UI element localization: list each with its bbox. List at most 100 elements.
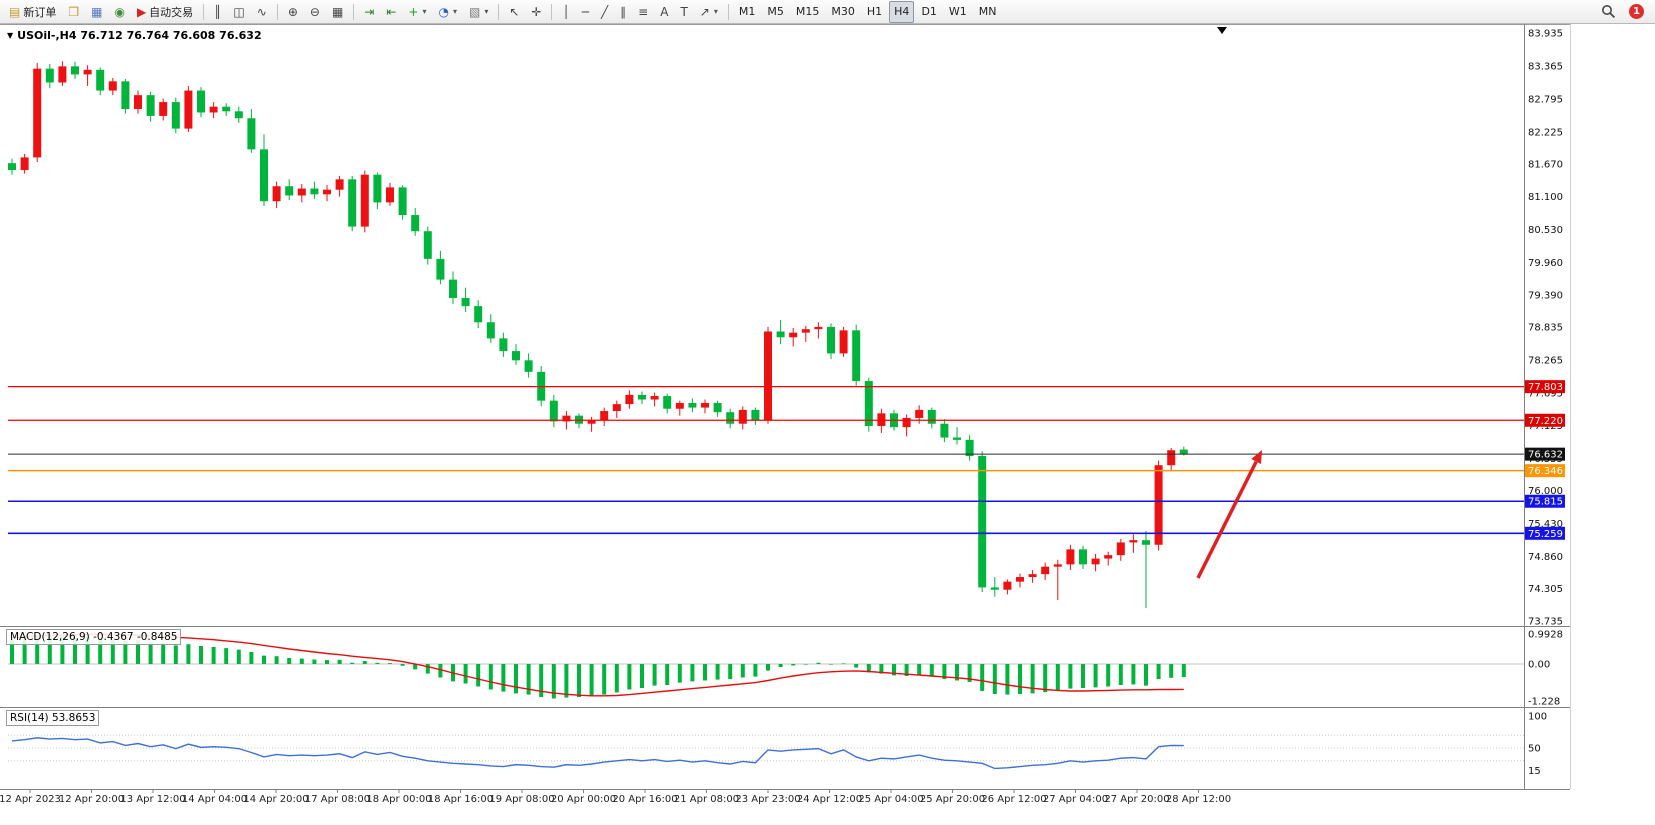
candle-body	[751, 409, 760, 421]
candle-body	[965, 439, 974, 456]
price-axis-label: 83.365	[1528, 62, 1563, 73]
auto-scroll-button[interactable]: ⇥	[359, 1, 379, 23]
horizontal-line-button[interactable]: ─	[577, 1, 594, 23]
toolbar-separator	[551, 3, 553, 20]
indicators-dropdown-icon[interactable]: ▾	[422, 7, 427, 16]
timeframe-d1-button[interactable]: D1	[916, 1, 941, 23]
candle-body	[675, 402, 684, 409]
charts-icon: ❒	[68, 4, 80, 19]
arrows-button[interactable]: ↗ ▾	[695, 1, 723, 23]
candle-body	[461, 298, 470, 307]
price-axis-label: 81.670	[1528, 159, 1563, 170]
timeframe-h4-button[interactable]: H4	[889, 0, 915, 23]
timeframe-m15-button[interactable]: M15	[791, 1, 825, 23]
channel-button[interactable]: ∥	[615, 1, 631, 23]
fibonacci-icon: ≡	[638, 4, 649, 19]
rsi-scale-label: 100	[1528, 712, 1547, 723]
periods-button[interactable]: ◔ ▾	[433, 1, 462, 23]
rsi-scale-label: 15	[1528, 766, 1541, 777]
line-chart-button[interactable]: ∿	[252, 1, 272, 23]
text-label-icon: T	[680, 4, 688, 19]
candle-body	[209, 106, 218, 113]
time-axis-label: 18 Apr 00:00	[366, 794, 431, 805]
notification-badge[interactable]: 1	[1629, 4, 1644, 19]
toolbar-left: ▤ 新订单 ❒ ▦ ◉ ▶ 自动交易 ║ ◫ ∿ ⊕ ⊖ ▦ ⇥ ⇤ + ▾ ◔ ▾ ▧ ▾ ↖ ✛ │ ─ ╱ ∥ ≡ A T ↗ ▾ M1 M…	[3, 0, 1003, 23]
toolbar-separator	[353, 3, 355, 20]
price-axis-label: 78.265	[1528, 356, 1563, 367]
new-order-button[interactable]: ▤ 新订单	[4, 1, 61, 23]
timeframe-mn-button-label: MN	[978, 5, 997, 18]
candle-body	[776, 331, 785, 338]
price-axis-label: 73.735	[1528, 617, 1563, 628]
vertical-line-button[interactable]: │	[557, 1, 574, 23]
text-label-button[interactable]: T	[675, 1, 692, 23]
cursor-icon: ↖	[509, 4, 520, 19]
indicators-button[interactable]: + ▾	[403, 1, 431, 23]
candle-body	[953, 437, 961, 440]
candle-body	[33, 68, 42, 158]
price-axis-label: 81.100	[1528, 192, 1563, 203]
time-axis-label: 25 Apr 04:00	[858, 794, 923, 805]
timeframe-h1-button[interactable]: H1	[862, 1, 887, 23]
time-axis-label: 20 Apr 00:00	[551, 794, 616, 805]
new-order-icon: ▤	[9, 4, 21, 19]
macd-label[interactable]: MACD(12,26,9) -0.4367 -0.8485	[6, 629, 182, 645]
candle-body	[713, 402, 722, 413]
candle-body	[1066, 549, 1075, 565]
bar-chart-button[interactable]: ║	[209, 1, 226, 23]
candle-body	[159, 102, 168, 116]
autotrading-button[interactable]: ▶ 自动交易	[132, 1, 198, 23]
periods-dropdown-icon[interactable]: ▾	[452, 7, 457, 16]
cursor-button[interactable]: ↖	[504, 1, 524, 23]
candle-body	[1041, 566, 1050, 575]
horizontal-line-icon: ─	[581, 4, 589, 19]
timeframe-m1-button[interactable]: M1	[734, 1, 761, 23]
zoom-out-button[interactable]: ⊖	[305, 1, 325, 23]
time-axis-label: 28 Apr 12:00	[1166, 794, 1231, 805]
candle-body	[612, 404, 621, 412]
support-line-2-label-box	[1524, 526, 1565, 540]
timeframe-m5-button[interactable]: M5	[762, 1, 789, 23]
zoom-in-button[interactable]: ⊕	[283, 1, 303, 23]
trend-arrow[interactable]	[1196, 460, 1258, 579]
candlestick-chart-button[interactable]: ◫	[228, 1, 249, 23]
timeframe-mn-button[interactable]: MN	[974, 1, 1002, 23]
symbol-collapse-icon[interactable]: ▼	[7, 31, 14, 40]
crosshair-button[interactable]: ✛	[526, 1, 546, 23]
arrows-dropdown-icon[interactable]: ▾	[713, 7, 718, 16]
macd-scale-label: 0.00	[1528, 660, 1550, 671]
support-line-1-label-box	[1524, 494, 1565, 508]
candle-body	[247, 118, 256, 150]
rsi-label[interactable]: RSI(14) 53.8653	[6, 710, 100, 726]
time-axis-label: 13 Apr 12:00	[120, 794, 185, 805]
candle-body	[348, 179, 357, 227]
price-axis-label: 82.795	[1528, 94, 1563, 105]
text-button[interactable]: A	[655, 1, 673, 23]
price-axis-label: 74.860	[1528, 552, 1563, 563]
trendline-button[interactable]: ╱	[596, 1, 613, 23]
templates-dropdown-icon[interactable]: ▾	[484, 7, 489, 16]
candle-body	[1167, 450, 1176, 466]
timeframe-w1-button[interactable]: W1	[944, 1, 972, 23]
sound-alert-button[interactable]: ◉	[109, 1, 129, 23]
candle-body	[562, 415, 571, 422]
timeframe-m30-button[interactable]: M30	[826, 1, 860, 23]
templates-button[interactable]: ▧ ▾	[464, 1, 493, 23]
timeframe-m1-button-label: M1	[738, 5, 756, 18]
rsi-scale-label: 50	[1528, 744, 1541, 755]
fibonacci-button[interactable]: ≡	[633, 1, 653, 23]
support-line-1-label: 75.815	[1528, 497, 1563, 508]
search-button[interactable]	[1596, 1, 1621, 23]
candle-body	[587, 420, 596, 424]
candle-body	[738, 409, 747, 424]
tile-windows-button[interactable]: ▦	[327, 1, 348, 23]
candle-body	[839, 330, 848, 354]
chart-shift-button[interactable]: ⇤	[381, 1, 401, 23]
periods-icon: ◔	[438, 4, 449, 19]
profiles-button[interactable]: ▦	[86, 1, 107, 23]
sound-alert-icon: ◉	[114, 4, 125, 19]
candle-body	[701, 402, 709, 408]
time-axis-label: 21 Apr 08:00	[674, 794, 739, 805]
charts-button[interactable]: ❒	[63, 1, 84, 23]
candle-body	[549, 400, 558, 422]
